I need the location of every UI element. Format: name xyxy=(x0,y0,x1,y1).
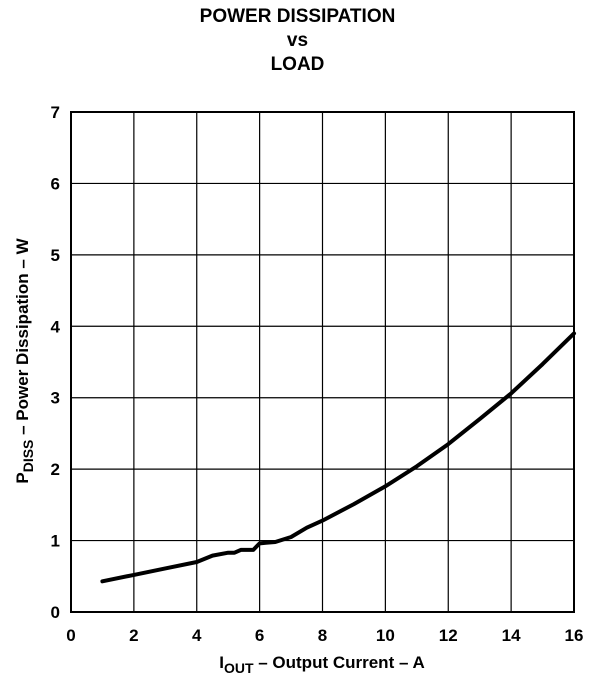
y-axis-label-subscript: DISS xyxy=(20,440,36,473)
y-axis-label-rest: – Power Dissipation – W xyxy=(13,237,32,439)
x-tick-label: 14 xyxy=(502,626,521,645)
chart-title-line-3: LOAD xyxy=(270,54,325,75)
chart-title-line-2: vs xyxy=(286,30,309,51)
y-tick-label: 0 xyxy=(51,603,60,622)
x-tick-label: 16 xyxy=(565,626,584,645)
y-tick-label: 1 xyxy=(51,532,60,551)
y-tick-label: 7 xyxy=(51,103,60,122)
y-tick-label: 3 xyxy=(51,389,60,408)
power-dissipation-curve xyxy=(100,331,576,584)
x-tick-label: 2 xyxy=(129,626,138,645)
chart-title-line-1: POWER DISSIPATION xyxy=(199,6,396,27)
x-tick-label: 6 xyxy=(255,626,264,645)
y-axis-label: PDISS – Power Dissipation – W xyxy=(13,237,36,483)
x-axis-label-subscript: OUT xyxy=(224,660,254,676)
x-tick-label: 10 xyxy=(376,626,395,645)
y-tick-label: 6 xyxy=(51,174,60,193)
plot-frame xyxy=(70,111,575,613)
y-tick-label: 2 xyxy=(51,460,60,479)
grid-lines xyxy=(71,112,574,612)
y-axis-label-main: P xyxy=(13,472,32,483)
x-axis-label: IOUT – Output Current – A xyxy=(219,653,425,676)
y-tick-label: 5 xyxy=(51,246,60,265)
series-group xyxy=(100,331,576,584)
x-tick-label: 12 xyxy=(439,626,458,645)
x-axis-label-main: I xyxy=(219,653,224,672)
y-tick-label: 4 xyxy=(51,317,61,336)
x-tick-label: 0 xyxy=(66,626,75,645)
x-tick-label: 4 xyxy=(192,626,202,645)
x-axis-label-rest: – Output Current – A xyxy=(254,653,425,672)
x-tick-label: 8 xyxy=(318,626,327,645)
